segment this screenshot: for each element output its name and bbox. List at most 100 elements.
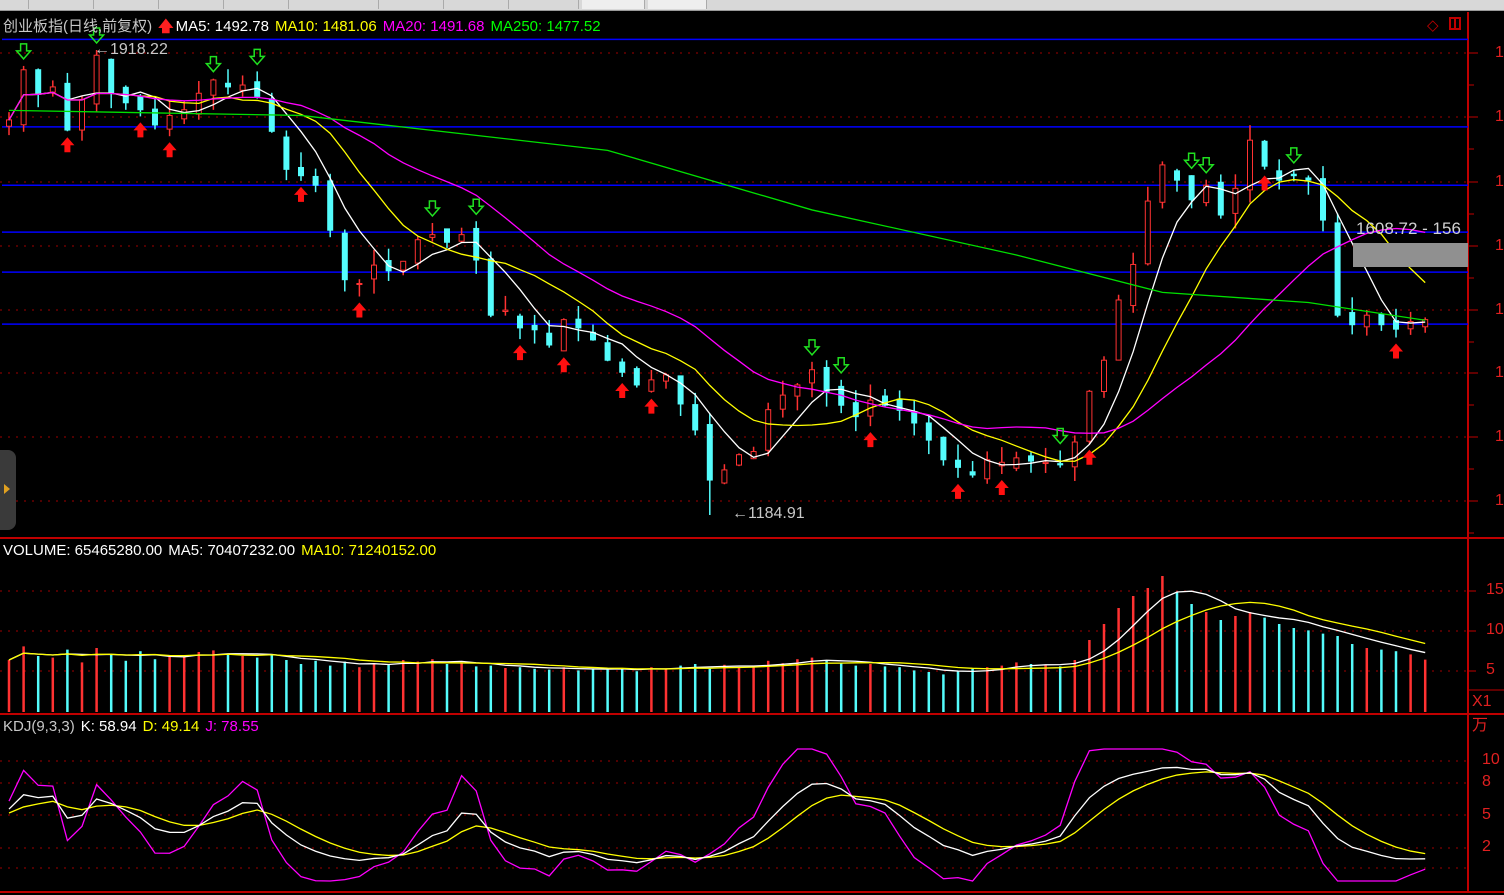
main-header: 创业板指(日线,前复权) 🡅 MA5: 1492.78 MA10: 1481.06 MA… [3,15,607,41]
candle-up [210,79,217,96]
candle-down [604,342,611,361]
kdj-j-line [8,748,1426,882]
candle-up [984,459,991,480]
candle-down [882,395,888,406]
candle-up [166,114,173,130]
kdj-axis-label: 2 [1482,838,1491,855]
toolbar-tab[interactable] [0,0,29,9]
toolbar-tab[interactable] [443,0,509,9]
candle-up [6,119,12,127]
sell-signal-arrow-icon [467,198,485,216]
low-price-value: 1184.91 [748,505,805,522]
candle-up [1407,321,1414,330]
candle-up [93,54,100,105]
volume-ma10-line [8,601,1426,670]
candle-up [1042,461,1049,465]
kdj-d-value: D: 49.14 [142,718,200,735]
candle-up [181,109,188,120]
kdj-axis-label: 8 [1482,773,1491,790]
buy-signal-arrow-icon [556,357,571,373]
price-axis-label: 1 [1495,428,1504,445]
candle-up [1101,359,1107,392]
diamond-icon[interactable]: ◇ [1427,17,1439,34]
candle-up [502,309,509,312]
candle-up [356,282,363,285]
candle-down [327,180,334,231]
candle-down [444,228,450,243]
candle-up [1363,314,1370,328]
sell-signal-arrow-icon [1051,427,1069,445]
volume-value: VOLUME: 65465280.00 [3,542,163,559]
red-up-arrow-icon: 🡅 [158,18,174,35]
low-price-label: ←1184.91 [732,505,805,522]
sell-signal-arrow-icon [1197,156,1215,174]
range-label: 1608.72 - 156 [1356,219,1461,238]
toolbar-tab-active[interactable] [648,0,707,9]
candle-up [736,454,742,466]
candle-down [312,175,319,186]
buy-signal-arrow-icon [133,122,148,138]
toolbar-tab-active[interactable] [582,0,645,9]
sell-signal-arrow-icon [204,55,223,73]
candle-up [765,409,772,451]
toolbar-tab[interactable] [223,0,289,9]
buy-signal-arrow-icon [1389,343,1403,359]
buy-signal-arrow-icon [951,483,965,499]
buy-signal-arrow-icon [994,479,1009,495]
price-axis-label: 1 [1495,44,1504,61]
volume-unit-label: X1万 [1472,693,1492,734]
buy-signal-arrow-icon [863,432,878,448]
candle-down [925,422,932,441]
price-axis-label: 1 [1495,492,1504,509]
price-axis-label: 1 [1495,364,1504,381]
candle-up [809,369,815,384]
toolbar-tab[interactable] [378,0,444,9]
price-axis-label: 1 [1495,301,1504,318]
candle-down [633,368,640,386]
kdj-axis-label: 10 [1482,751,1500,768]
range-selection-box[interactable] [1353,243,1468,267]
candle-down [1276,170,1283,181]
candle-down [1290,173,1297,177]
split-window-icon[interactable] [1449,17,1461,30]
side-panel-toggle[interactable] [0,450,16,530]
candle-down [955,459,961,468]
index-title: 创业板指(日线,前复权) [3,18,153,35]
kdj-k-line [8,766,1426,864]
candle-down [969,471,976,476]
candle-up [400,260,407,271]
buy-signal-arrow-icon [1082,449,1097,465]
candle-down [1057,463,1064,466]
candle-down [1217,181,1224,216]
sell-signal-arrow-icon [248,48,266,66]
ma20-value: MA20: 1491.68 [382,18,485,35]
toolbar-tab[interactable] [508,0,579,9]
candle-up [1086,390,1093,442]
candle-down [517,315,523,329]
candle-up [1247,139,1253,191]
candle-up [721,469,728,484]
sell-signal-arrow-icon [423,200,442,218]
candle-up [1422,319,1429,328]
toolbar-tab[interactable] [158,0,224,9]
volume-ma5-line [8,590,1426,673]
candle-down [1349,312,1356,326]
volume-header: VOLUME: 65465280.00 MA5: 70407232.00 MA10:… [3,542,442,559]
buy-signal-arrow-icon [352,302,367,318]
candle-down [575,318,582,329]
ma5-value: MA5: 1492.78 [175,18,269,35]
candle-down [531,324,538,331]
candle-up [414,239,421,264]
price-axis-label: 1 [1495,237,1504,254]
candle-up [1013,457,1020,469]
ma250-value: MA250: 1477.52 [490,18,601,35]
candle-down [298,166,304,177]
candle-down [692,404,699,431]
candle-down [341,232,348,281]
buy-signal-arrow-icon [513,345,527,361]
toolbar-tab[interactable] [93,0,159,9]
candle-up [239,84,246,91]
toolbar-tab[interactable] [288,0,379,9]
toolbar-tab[interactable] [28,0,94,9]
